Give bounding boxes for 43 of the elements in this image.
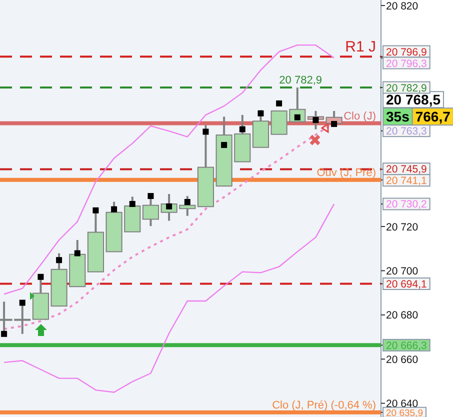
point — [239, 126, 246, 132]
y-tick-label: 20 660 — [386, 354, 418, 366]
text: 20 768,5 — [386, 92, 441, 108]
y-tick-label: 20 745,9 — [386, 164, 428, 176]
y-tick-label: 20 796,9 — [386, 46, 428, 58]
y-tick-label: 20 796,3 — [386, 58, 428, 70]
ref-line-label: Clo (J) — [344, 110, 376, 122]
y-tick-label: 20 680 — [386, 310, 418, 322]
y-tick-label: 20 730,2 — [386, 198, 428, 211]
point — [1, 330, 8, 337]
point — [221, 142, 228, 148]
y-tick-label: 20 666,3 — [386, 340, 428, 352]
line-series — [3, 203, 335, 393]
point — [202, 128, 209, 135]
point — [56, 257, 62, 264]
y-tick-label: 20 741,1 — [386, 175, 428, 188]
y-tick-label: 20 640 — [386, 398, 418, 410]
ref-line-label: Ouv (J, Pré) — [316, 166, 376, 179]
point — [184, 198, 190, 205]
y-tick-label: 20 720 — [386, 221, 418, 234]
y-tick-label: 20 700 — [386, 265, 418, 278]
text: 766,7 — [415, 108, 451, 125]
point — [276, 100, 282, 106]
point — [129, 200, 136, 207]
line-series — [3, 44, 335, 295]
point — [148, 193, 154, 200]
point — [111, 206, 118, 212]
y-tick-label: 20 782,9 — [386, 82, 428, 94]
text: 35s — [386, 108, 410, 125]
y-tick-label: 20 763,3 — [386, 126, 428, 138]
ref-line-label: R1 J — [345, 38, 376, 56]
point — [38, 274, 44, 280]
ref-line-label: Clo (J, Pré) (-0,64 %) — [272, 399, 376, 412]
point — [258, 110, 264, 116]
point — [74, 250, 80, 256]
y-tick-label: 20 820 — [386, 0, 418, 12]
y-tick-label: 20 694,1 — [386, 278, 428, 291]
point — [331, 120, 338, 127]
y-tick-label: 20 635,9 — [386, 408, 423, 417]
point — [312, 116, 319, 123]
point — [19, 300, 26, 306]
point — [92, 207, 99, 214]
ref-line-label: 20 782,9 — [279, 74, 322, 87]
